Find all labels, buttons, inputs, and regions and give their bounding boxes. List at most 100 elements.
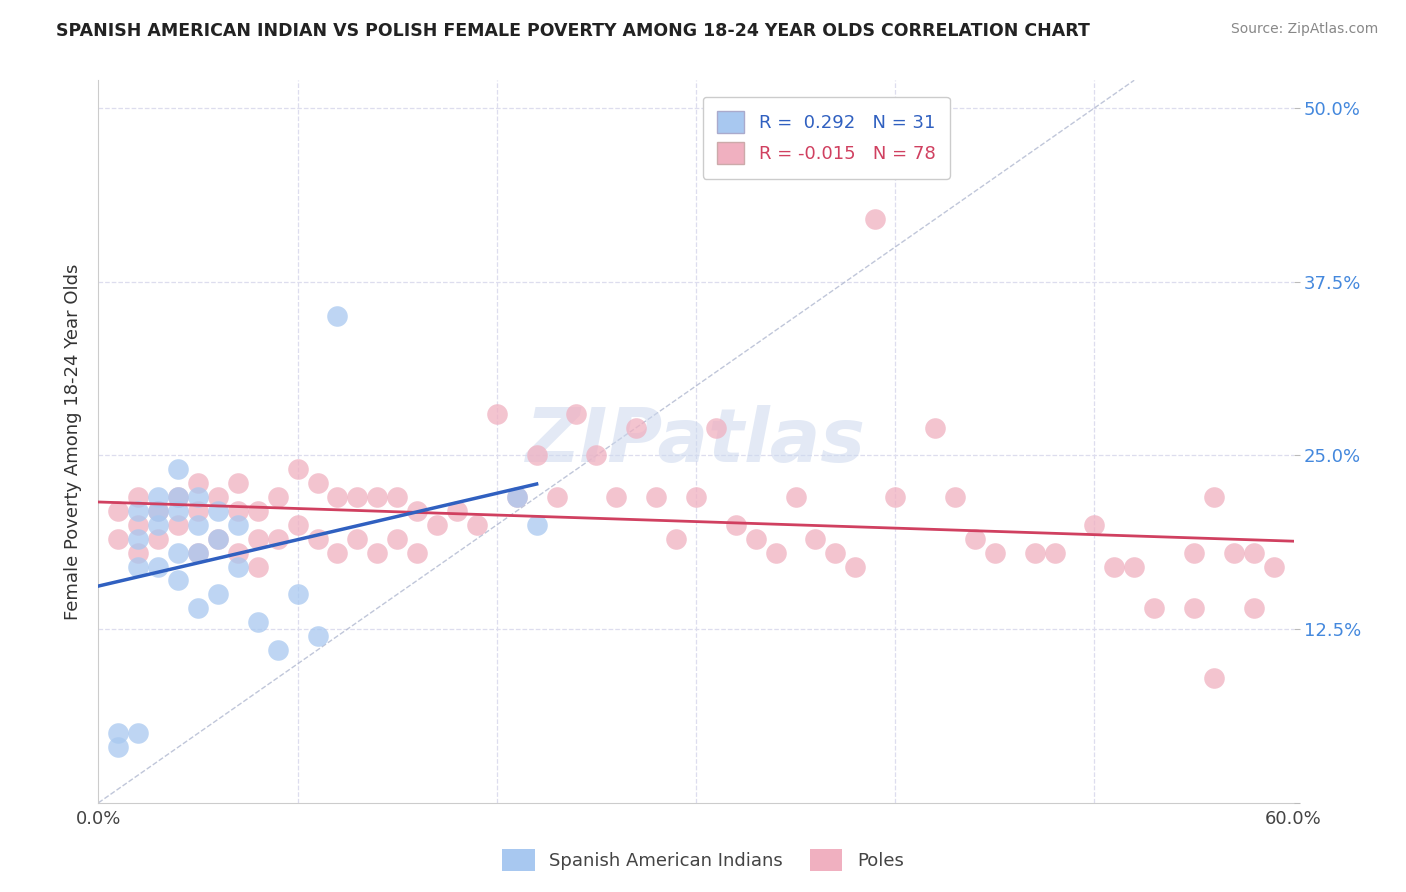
Point	[187, 546, 209, 560]
Point	[685, 490, 707, 504]
Point	[167, 490, 190, 504]
Point	[127, 559, 149, 574]
Point	[1243, 546, 1265, 560]
Point	[385, 532, 409, 546]
Legend: R =  0.292   N = 31, R = -0.015   N = 78: R = 0.292 N = 31, R = -0.015 N = 78	[703, 96, 950, 178]
Point	[485, 407, 508, 421]
Text: Source: ZipAtlas.com: Source: ZipAtlas.com	[1230, 22, 1378, 37]
Point	[1024, 546, 1046, 560]
Point	[127, 490, 149, 504]
Point	[226, 476, 249, 491]
Y-axis label: Female Poverty Among 18-24 Year Olds: Female Poverty Among 18-24 Year Olds	[63, 263, 82, 620]
Point	[984, 546, 1007, 560]
Point	[187, 490, 209, 504]
Point	[148, 504, 170, 518]
Point	[167, 517, 190, 532]
Point	[246, 532, 269, 546]
Point	[226, 559, 249, 574]
Point	[287, 587, 309, 601]
Point	[1043, 546, 1066, 560]
Point	[127, 546, 149, 560]
Point	[246, 504, 269, 518]
Point	[226, 546, 249, 560]
Point	[207, 504, 229, 518]
Point	[167, 546, 190, 560]
Point	[824, 546, 846, 560]
Point	[267, 490, 290, 504]
Point	[406, 504, 429, 518]
Point	[765, 546, 787, 560]
Point	[585, 449, 607, 463]
Point	[307, 476, 329, 491]
Point	[1083, 517, 1105, 532]
Point	[785, 490, 807, 504]
Point	[167, 490, 190, 504]
Point	[107, 726, 129, 740]
Point	[963, 532, 986, 546]
Point	[127, 517, 149, 532]
Text: ZIPatlas: ZIPatlas	[526, 405, 866, 478]
Point	[884, 490, 907, 504]
Point	[226, 517, 249, 532]
Point	[865, 212, 887, 227]
Point	[346, 532, 368, 546]
Point	[366, 546, 388, 560]
Point	[526, 449, 548, 463]
Point	[246, 559, 269, 574]
Point	[1104, 559, 1126, 574]
Point	[187, 476, 209, 491]
Point	[745, 532, 768, 546]
Point	[187, 517, 209, 532]
Point	[446, 504, 468, 518]
Point	[148, 532, 170, 546]
Point	[924, 420, 946, 434]
Point	[724, 517, 747, 532]
Point	[287, 462, 309, 476]
Point	[385, 490, 409, 504]
Point	[187, 601, 209, 615]
Point	[565, 407, 588, 421]
Point	[107, 504, 129, 518]
Point	[704, 420, 727, 434]
Point	[326, 490, 349, 504]
Point	[506, 490, 529, 504]
Point	[187, 546, 209, 560]
Point	[943, 490, 966, 504]
Point	[366, 490, 388, 504]
Point	[1182, 601, 1205, 615]
Point	[148, 504, 170, 518]
Point	[1202, 490, 1225, 504]
Point	[665, 532, 688, 546]
Point	[148, 559, 170, 574]
Point	[226, 504, 249, 518]
Point	[465, 517, 488, 532]
Point	[287, 517, 309, 532]
Point	[187, 504, 209, 518]
Point	[267, 532, 290, 546]
Point	[326, 310, 349, 324]
Point	[1143, 601, 1166, 615]
Point	[546, 490, 568, 504]
Point	[844, 559, 866, 574]
Point	[1202, 671, 1225, 685]
Point	[127, 504, 149, 518]
Point	[167, 574, 190, 588]
Point	[1182, 546, 1205, 560]
Point	[346, 490, 368, 504]
Point	[1243, 601, 1265, 615]
Point	[127, 532, 149, 546]
Point	[526, 517, 548, 532]
Point	[326, 546, 349, 560]
Point	[107, 532, 129, 546]
Point	[107, 740, 129, 755]
Point	[207, 490, 229, 504]
Point	[307, 629, 329, 643]
Point	[148, 517, 170, 532]
Point	[605, 490, 627, 504]
Point	[645, 490, 668, 504]
Point	[626, 420, 648, 434]
Point	[207, 532, 229, 546]
Point	[406, 546, 429, 560]
Point	[167, 504, 190, 518]
Point	[1263, 559, 1285, 574]
